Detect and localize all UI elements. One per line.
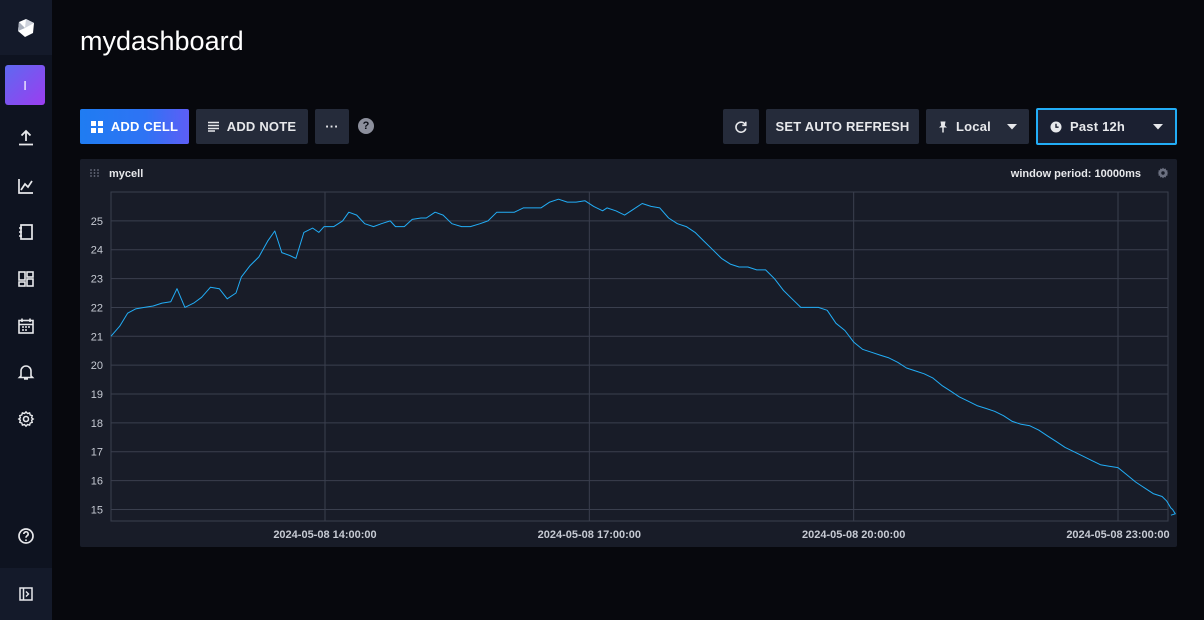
dashboards-icon <box>18 271 34 287</box>
cell-settings-icon[interactable] <box>1157 167 1169 179</box>
add-cell-button[interactable]: ADD CELL <box>80 109 189 144</box>
auto-refresh-label: SET AUTO REFRESH <box>775 119 910 134</box>
window-period: window period: 10000ms <box>1010 168 1141 180</box>
sidebar-collapse-toggle[interactable] <box>0 568 52 620</box>
sidebar-item-dashboards[interactable] <box>0 264 52 294</box>
y-tick-label: 21 <box>91 331 103 343</box>
time-range-dropdown[interactable]: Past 12h <box>1036 108 1177 145</box>
org-avatar[interactable]: I <box>5 65 45 105</box>
caret-down-icon <box>1153 123 1163 129</box>
more-options-label: ··· <box>325 119 339 134</box>
sidebar: I <box>0 0 52 620</box>
x-tick-label: 2024-05-08 20:00:00 <box>802 529 905 541</box>
upload-icon <box>19 129 33 146</box>
caret-down-icon <box>1007 123 1017 129</box>
sidebar-item-upload[interactable] <box>0 123 52 153</box>
series-line <box>110 198 1176 516</box>
graph-icon <box>18 179 33 194</box>
drag-handle-icon[interactable] <box>90 169 100 177</box>
sidebar-item-data-explorer[interactable] <box>0 171 52 201</box>
y-tick-label: 25 <box>91 216 103 228</box>
timezone-dropdown[interactable]: Local <box>926 109 1029 144</box>
add-cell-icon <box>90 120 103 133</box>
y-tick-label: 20 <box>91 360 103 372</box>
clock-icon <box>1050 121 1062 132</box>
page-title: mydashboard <box>80 26 244 56</box>
y-tick-label: 18 <box>91 418 103 430</box>
sidebar-item-tasks[interactable] <box>0 311 52 341</box>
y-tick-label: 16 <box>91 476 103 488</box>
refresh-button[interactable] <box>723 109 759 144</box>
collapse-icon <box>19 587 33 601</box>
y-tick-label: 24 <box>91 245 103 257</box>
notebook-icon <box>19 224 33 240</box>
y-tick-label: 15 <box>91 504 103 516</box>
add-note-label: ADD NOTE <box>226 119 297 134</box>
gear-icon <box>17 410 35 428</box>
y-tick-label: 17 <box>91 447 103 459</box>
timezone-label: Local <box>956 119 991 134</box>
dashboard-cell: mycell window period: 10000ms 15 16 17 18 19… <box>80 159 1177 547</box>
help-tooltip-label: ? <box>362 120 370 132</box>
plot-frame <box>110 191 1169 522</box>
bell-icon <box>17 365 35 380</box>
sidebar-item-notebooks[interactable] <box>0 217 52 247</box>
time-range-label: Past 12h <box>1070 119 1126 134</box>
x-tick-label: 2024-05-08 14:00:00 <box>273 529 376 541</box>
line-chart: 15 16 17 18 19 20 21 22 23 24 25 2024-05-08 14:00:0… <box>91 191 1176 541</box>
sidebar-item-settings[interactable] <box>0 404 52 434</box>
add-note-button[interactable]: ADD NOTE <box>196 109 308 144</box>
x-tick-label: 2024-05-08 23:00:00 <box>1066 529 1169 541</box>
auto-refresh-button[interactable]: SET AUTO REFRESH <box>766 109 919 144</box>
y-tick-label: 23 <box>91 274 103 286</box>
x-tick-label: 2024-05-08 17:00:00 <box>538 529 641 541</box>
logo-icon <box>18 18 34 37</box>
calendar-icon <box>18 318 34 334</box>
note-icon <box>207 121 219 132</box>
org-initial: I <box>23 77 27 93</box>
y-tick-label: 19 <box>91 389 103 401</box>
pin-icon <box>939 121 947 132</box>
logo[interactable] <box>0 0 52 55</box>
more-options-button[interactable]: ··· <box>315 109 349 144</box>
help-icon <box>18 528 34 544</box>
sidebar-item-help[interactable] <box>0 521 52 551</box>
y-tick-label: 22 <box>91 302 103 314</box>
help-tooltip-icon[interactable]: ? <box>358 118 374 134</box>
refresh-icon <box>735 120 747 133</box>
sidebar-item-alerts[interactable] <box>0 357 52 387</box>
cell-name: mycell <box>109 168 144 180</box>
add-cell-label: ADD CELL <box>110 119 179 134</box>
